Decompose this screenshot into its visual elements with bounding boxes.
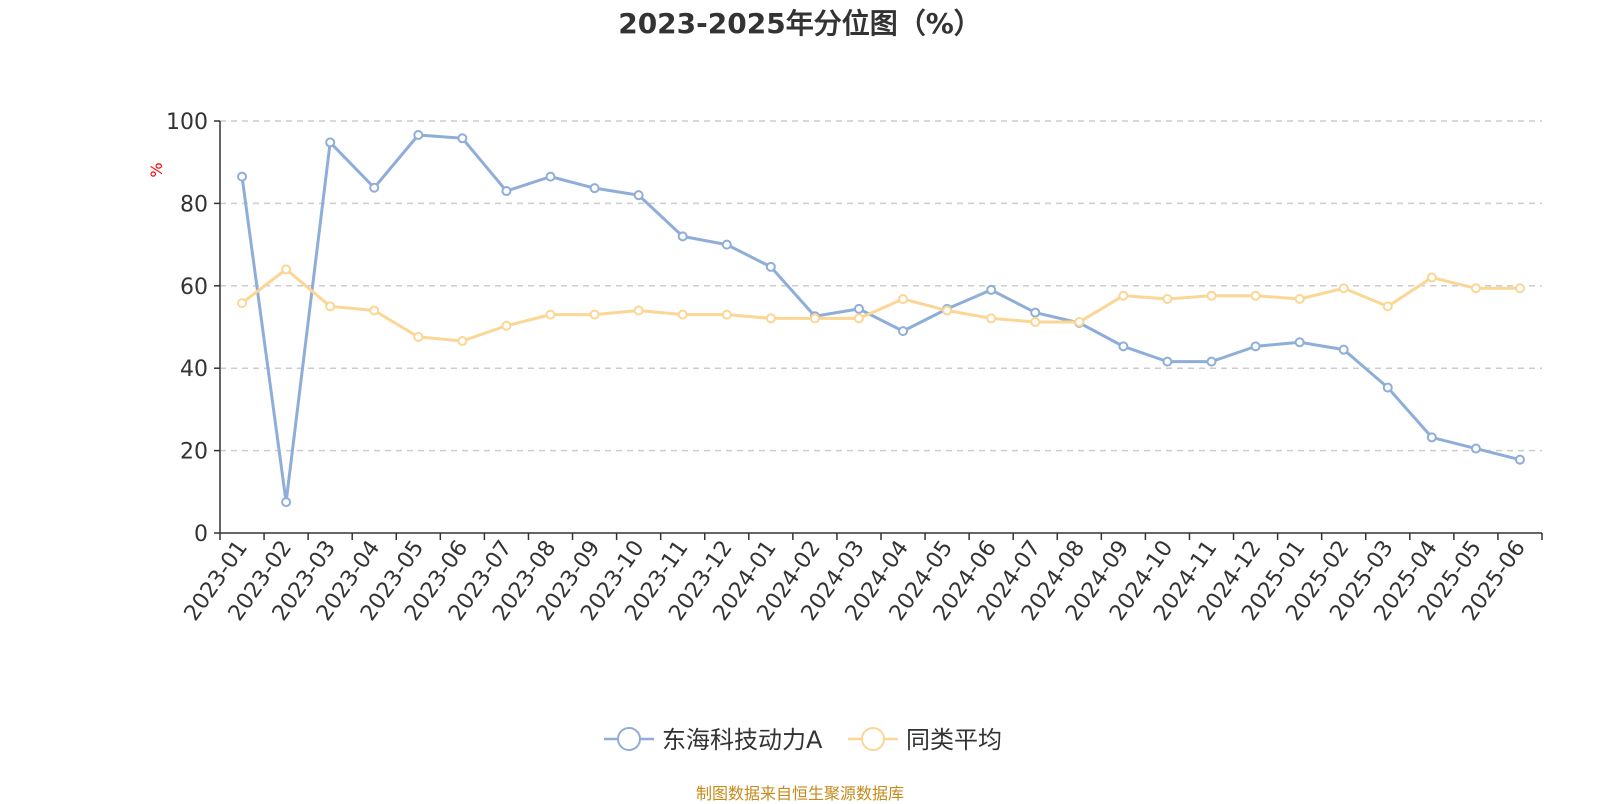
data-point-2[interactable] [281,264,292,275]
data-point-2[interactable] [942,305,953,316]
data-point-2[interactable] [633,305,644,316]
data-point-2[interactable] [765,313,776,324]
data-point-1[interactable] [369,182,380,193]
data-point-2[interactable] [721,309,732,320]
data-point-2[interactable] [1382,301,1393,312]
data-point-1[interactable] [633,190,644,201]
data-point-1[interactable] [1426,432,1437,443]
legend[interactable]: 东海科技动力A 同类平均 [604,726,1002,754]
data-point-1[interactable] [1382,382,1393,393]
data-point-2[interactable] [1206,290,1217,301]
data-point-2[interactable] [986,313,997,324]
data-point-2[interactable] [457,336,468,347]
data-point-2[interactable] [853,313,864,324]
data-point-1[interactable] [589,183,600,194]
data-point-2[interactable] [1030,317,1041,328]
chart-title: 2023-2025年分位图（%） [618,7,982,40]
data-source-note: 制图数据来自恒生聚源数据库 [695,784,904,803]
data-point-1[interactable] [1514,454,1525,465]
y-axis-label: % [147,162,166,177]
data-point-1[interactable] [1206,356,1217,367]
data-point-1[interactable] [853,303,864,314]
y-tick-label: 60 [180,275,208,300]
data-point-2[interactable] [1074,317,1085,328]
data-point-1[interactable] [721,239,732,250]
data-point-1[interactable] [1118,341,1129,352]
data-point-1[interactable] [1294,337,1305,348]
data-point-1[interactable] [765,261,776,272]
data-point-1[interactable] [1338,344,1349,355]
y-tick-label: 100 [166,110,208,135]
data-point-2[interactable] [545,309,556,320]
data-point-2[interactable] [1338,283,1349,294]
data-point-2[interactable] [501,320,512,331]
legend-marker [861,727,885,751]
legend-marker [617,727,641,751]
data-point-1[interactable] [545,171,556,182]
legend-label: 同类平均 [906,726,1002,754]
data-point-2[interactable] [1294,293,1305,304]
legend-label: 东海科技动力A [662,726,823,754]
data-point-2[interactable] [1162,293,1173,304]
series-line-2 [241,267,1520,343]
data-point-1[interactable] [1470,443,1481,454]
data-point-2[interactable] [369,305,380,316]
data-point-2[interactable] [325,301,336,312]
legend-item-2[interactable]: 同类平均 [848,726,1002,754]
data-point-2[interactable] [1514,283,1525,294]
y-tick-label: 80 [180,192,208,217]
series-line-1 [240,133,1521,504]
grid-lines [220,120,1542,452]
series-group [237,130,1525,508]
data-point-2[interactable] [1426,272,1437,283]
data-point-1[interactable] [898,326,909,337]
data-point-2[interactable] [1470,283,1481,294]
data-point-1[interactable] [457,133,468,144]
data-point-1[interactable] [325,137,336,148]
data-point-1[interactable] [237,171,248,182]
y-tick-label: 0 [194,522,208,547]
data-point-1[interactable] [501,186,512,197]
data-point-2[interactable] [1250,290,1261,301]
data-point-1[interactable] [1162,356,1173,367]
data-point-1[interactable] [1250,341,1261,352]
data-point-2[interactable] [413,331,424,342]
data-point-1[interactable] [413,130,424,141]
y-tick-label: 40 [180,357,208,382]
data-point-2[interactable] [809,313,820,324]
data-point-1[interactable] [1030,307,1041,318]
data-point-2[interactable] [589,309,600,320]
data-point-2[interactable] [677,309,688,320]
data-point-2[interactable] [1118,290,1129,301]
y-tick-label: 20 [180,440,208,465]
data-point-2[interactable] [898,293,909,304]
data-point-1[interactable] [986,284,997,295]
legend-item-1[interactable]: 东海科技动力A [604,726,823,754]
data-point-1[interactable] [677,231,688,242]
data-point-2[interactable] [237,298,248,309]
data-point-1[interactable] [281,497,292,508]
